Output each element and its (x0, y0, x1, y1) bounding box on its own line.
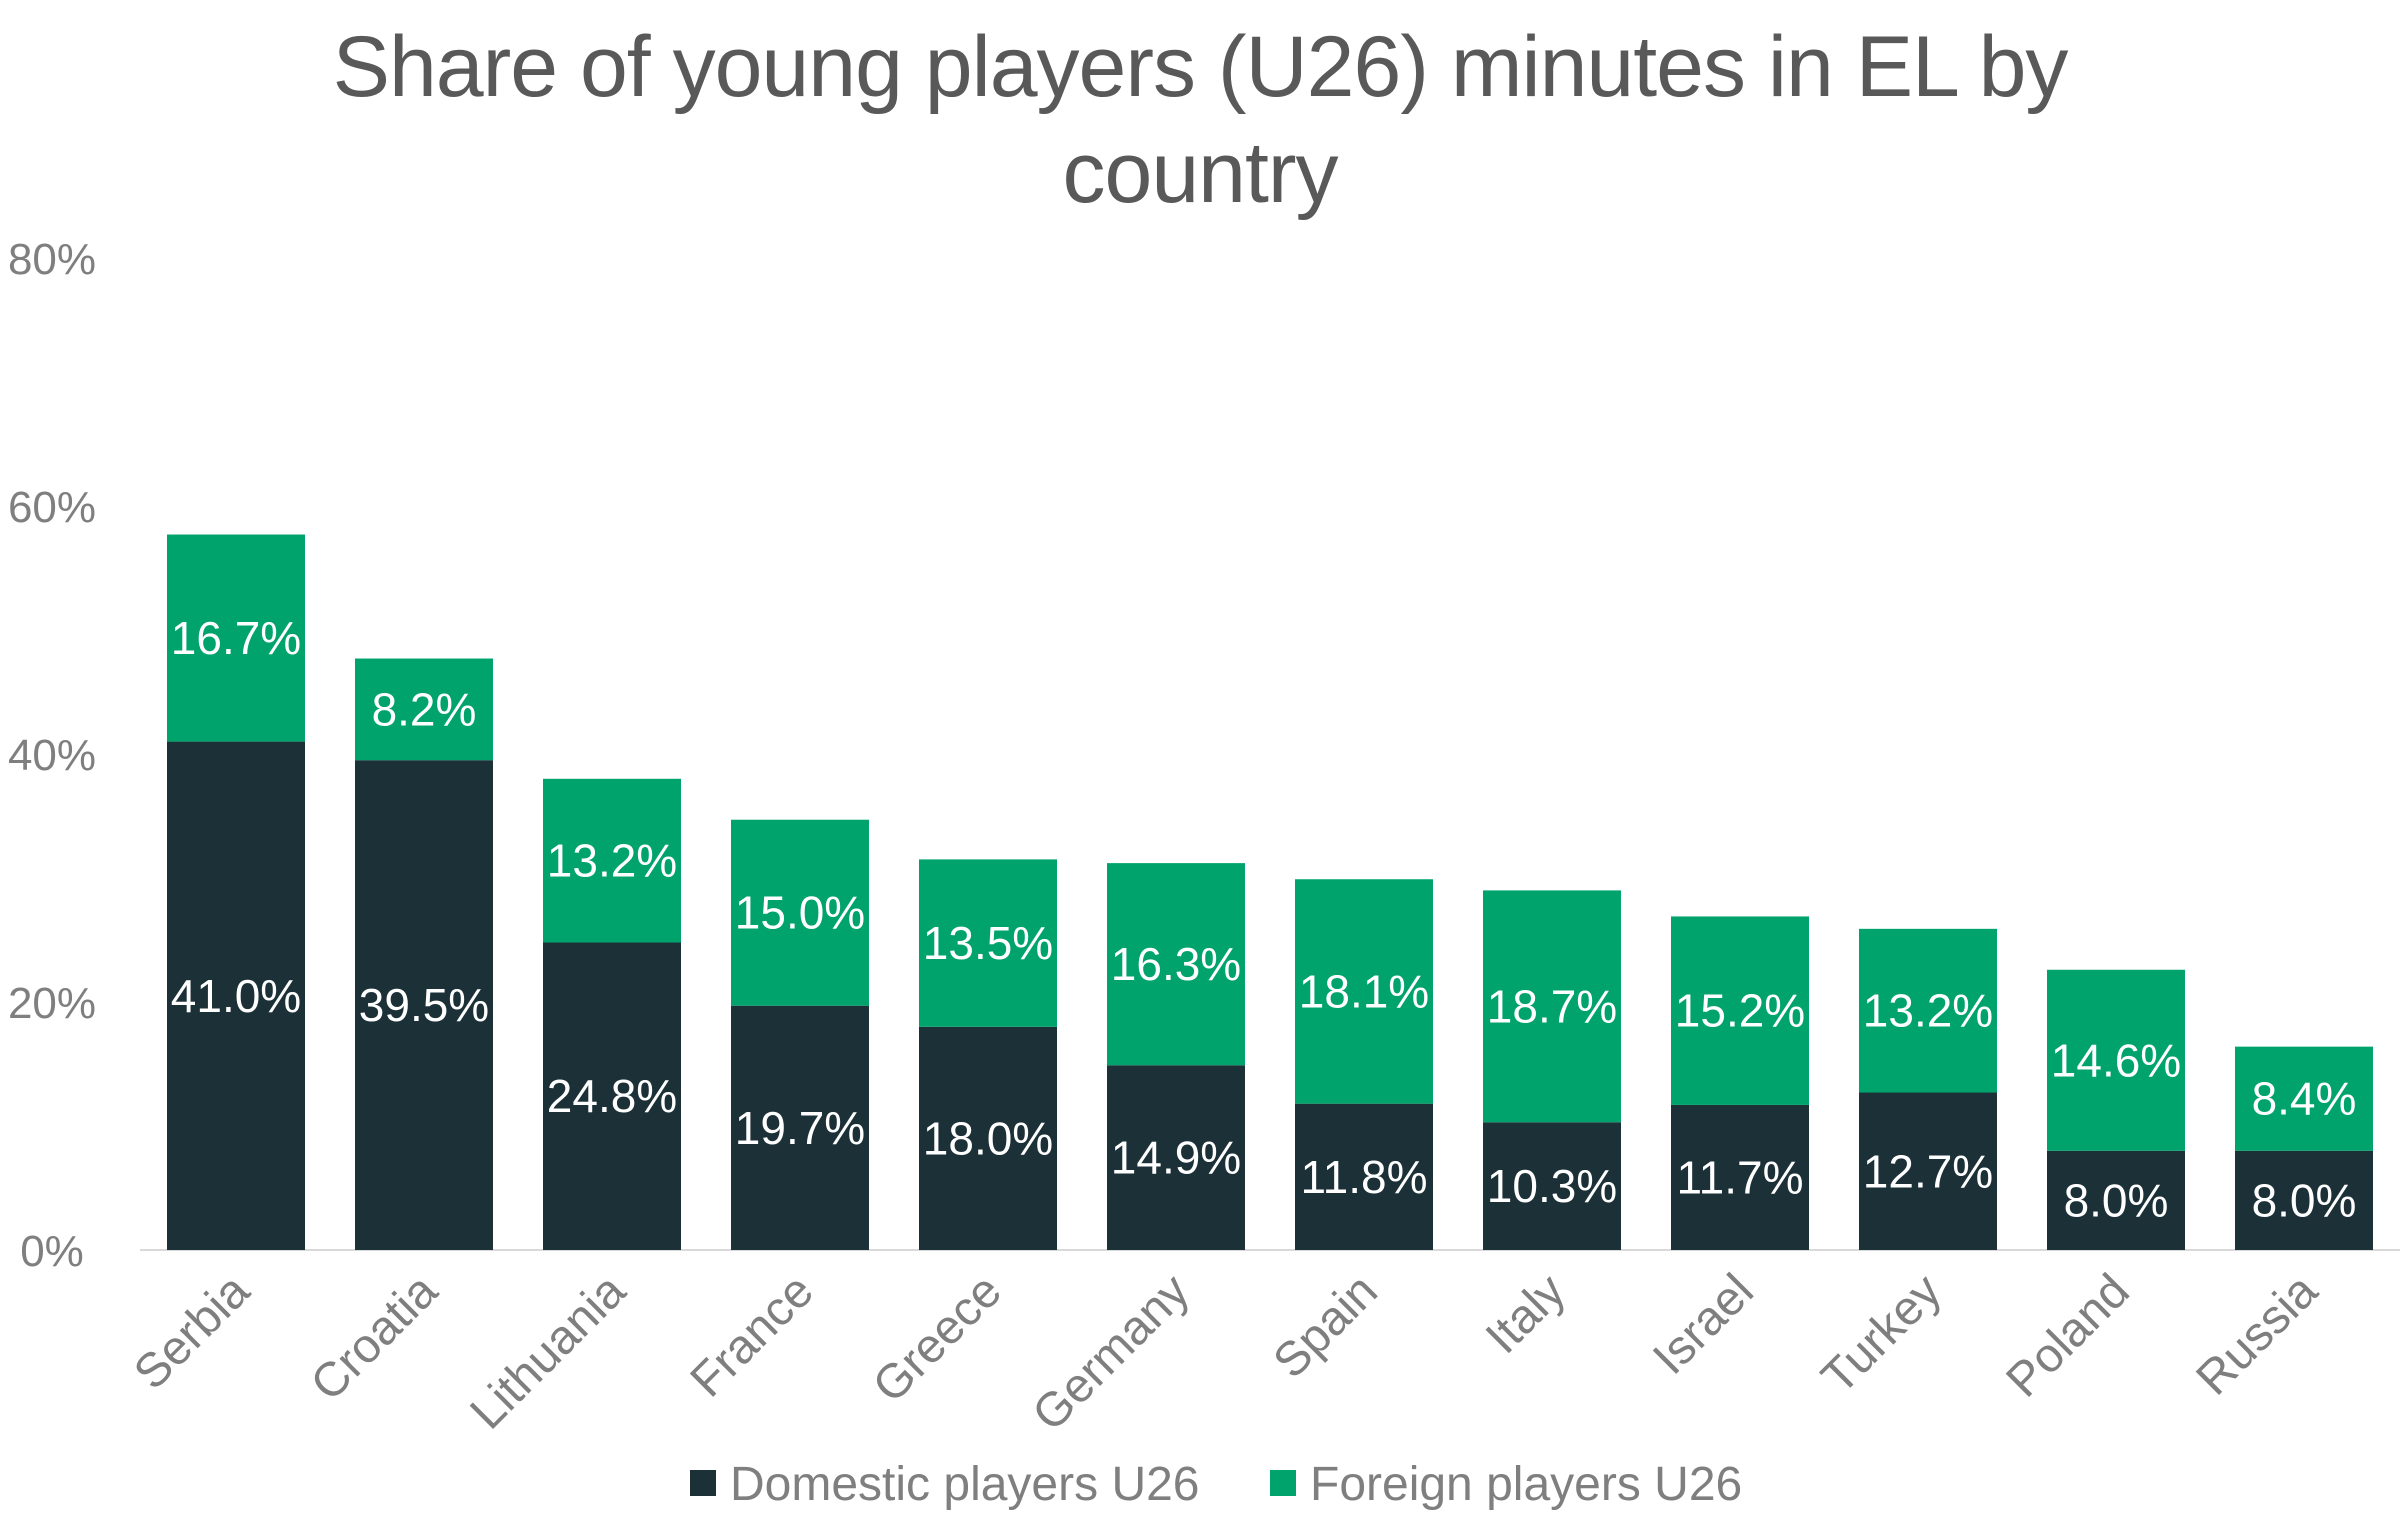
data-label-domestic: 8.0% (2252, 1174, 2357, 1226)
bar-domestic (167, 741, 305, 1250)
bar-domestic (731, 1005, 869, 1250)
bar-domestic (1859, 1092, 1997, 1250)
bar-domestic (2047, 1150, 2185, 1250)
bar-foreign (1859, 928, 1997, 1093)
y-tick-label: 0% (20, 1227, 84, 1276)
bar-foreign (1107, 863, 1245, 1066)
data-label-foreign: 16.3% (1111, 938, 1241, 990)
x-tick-label: Turkey (1812, 1264, 1952, 1404)
x-tick-label: Germany (1023, 1264, 1200, 1441)
legend-label-foreign: Foreign players U26 (1310, 1458, 1742, 1511)
x-tick-label: Italy (1476, 1264, 1576, 1364)
bar-foreign (2235, 1046, 2373, 1151)
data-label-domestic: 18.0% (923, 1112, 1053, 1164)
data-label-foreign: 16.7% (171, 612, 301, 664)
x-tick-label: Poland (1997, 1264, 2140, 1407)
bar-foreign (1671, 916, 1809, 1105)
data-label-domestic: 8.0% (2064, 1174, 2169, 1226)
bar-domestic (1107, 1065, 1245, 1250)
legend-swatch-foreign (1270, 1470, 1296, 1496)
chart-title: Share of young players (U26) minutes in … (332, 19, 2069, 221)
legend-label-domestic: Domestic players U26 (730, 1458, 1200, 1511)
x-tick-label: Croatia (301, 1264, 448, 1411)
bar-domestic (1483, 1122, 1621, 1250)
x-tick-label: France (681, 1264, 824, 1407)
bar-foreign (919, 859, 1057, 1027)
bar-foreign (2047, 969, 2185, 1151)
x-tick-label: Israel (1643, 1264, 1763, 1384)
y-tick-label: 60% (8, 483, 96, 532)
bar-foreign (167, 534, 305, 742)
bar-domestic (355, 760, 493, 1250)
bar-domestic (1295, 1103, 1433, 1250)
data-label-foreign: 8.4% (2252, 1073, 2357, 1125)
bar-domestic (1671, 1104, 1809, 1250)
x-tick-label: Spain (1263, 1264, 1387, 1388)
data-label-domestic: 19.7% (735, 1102, 865, 1154)
data-label-domestic: 11.8% (1300, 1151, 1427, 1203)
legend-swatch-domestic (690, 1470, 716, 1496)
x-tick-label: Lithuania (461, 1264, 636, 1439)
bar-domestic (543, 942, 681, 1250)
x-tick-label: Greece (863, 1264, 1012, 1413)
bar-domestic (919, 1026, 1057, 1250)
data-label-domestic: 39.5% (359, 979, 489, 1031)
bar-foreign (543, 778, 681, 943)
x-tick-label: Serbia (124, 1264, 260, 1400)
data-label-foreign: 18.7% (1487, 980, 1617, 1032)
bar-foreign (355, 658, 493, 761)
y-tick-label: 20% (8, 979, 96, 1028)
data-label-domestic: 24.8% (547, 1070, 677, 1122)
data-label-foreign: 8.2% (372, 683, 477, 735)
data-label-domestic: 14.9% (1111, 1132, 1241, 1184)
bar-foreign (1295, 879, 1433, 1104)
y-tick-label: 80% (8, 235, 96, 284)
bar-domestic (2235, 1150, 2373, 1250)
data-label-foreign: 15.2% (1675, 985, 1805, 1037)
data-label-foreign: 18.1% (1299, 965, 1429, 1017)
data-label-foreign: 14.6% (2051, 1034, 2181, 1086)
y-tick-label: 40% (8, 731, 96, 780)
data-label-foreign: 13.2% (1863, 985, 1993, 1037)
bar-foreign (731, 819, 869, 1006)
data-label-foreign: 13.2% (547, 835, 677, 887)
data-label-foreign: 15.0% (735, 887, 865, 939)
bar-foreign (1483, 890, 1621, 1123)
data-label-domestic: 12.7% (1863, 1145, 1993, 1197)
data-label-foreign: 13.5% (923, 917, 1053, 969)
x-tick-label: Russia (2187, 1264, 2328, 1405)
data-label-domestic: 41.0% (171, 970, 301, 1022)
data-label-domestic: 11.7% (1676, 1151, 1803, 1203)
data-label-domestic: 10.3% (1487, 1160, 1617, 1212)
